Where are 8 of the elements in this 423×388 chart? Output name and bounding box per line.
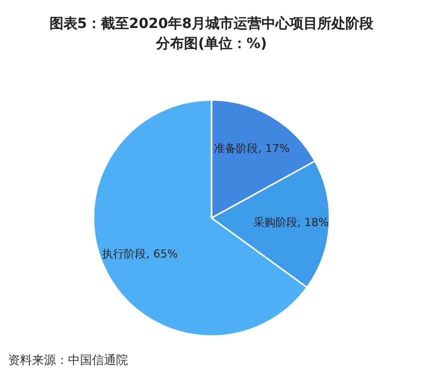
chart-title: 图表5：截至2020年8月城市运营中心项目所处阶段分布图(单位：%) (48, 14, 375, 54)
slice-label: 执行阶段 (102, 247, 146, 260)
text: 资料来源：中国信通院 (8, 352, 128, 369)
slice-label: 准备阶段 (214, 142, 258, 156)
data-label: , 17% (258, 142, 290, 156)
data-label: , 65% (146, 247, 178, 260)
slice-label: 采购阶段 (253, 216, 298, 230)
data-label: , 18% (297, 216, 329, 230)
